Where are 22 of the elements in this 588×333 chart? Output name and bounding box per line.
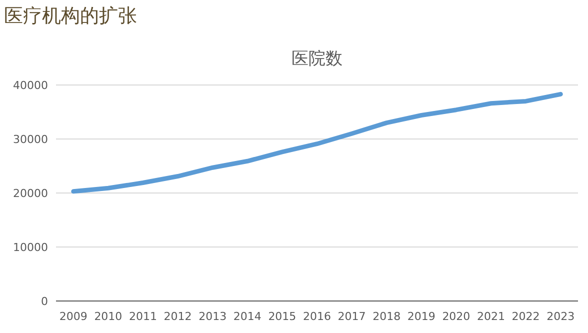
x-tick-label: 2011 (129, 310, 157, 323)
y-tick-label: 0 (41, 295, 48, 308)
x-tick-label: 2019 (407, 310, 436, 323)
x-tick-label: 2022 (512, 310, 540, 323)
x-tick-label: 2014 (233, 310, 262, 323)
y-tick-label: 30000 (13, 133, 48, 146)
x-tick-label: 2012 (164, 310, 192, 323)
chart-subtitle: 医院数 (292, 49, 342, 69)
x-tick-label: 2016 (303, 310, 331, 323)
x-tick-label: 2010 (94, 310, 122, 323)
x-tick-label: 2013 (198, 310, 227, 323)
y-tick-label: 20000 (13, 187, 48, 200)
x-tick-label: 2020 (442, 310, 470, 323)
x-tick-label: 2018 (372, 310, 401, 323)
y-tick-label: 10000 (13, 241, 48, 254)
x-tick-label: 2023 (546, 310, 575, 323)
x-tick-label: 2015 (268, 310, 296, 323)
x-tick-label: 2021 (477, 310, 505, 323)
y-tick-label: 40000 (13, 79, 48, 92)
x-tick-label: 2009 (59, 310, 88, 323)
chart-title: 医疗机构的扩张 (4, 5, 137, 27)
x-tick-label: 2017 (338, 310, 366, 323)
